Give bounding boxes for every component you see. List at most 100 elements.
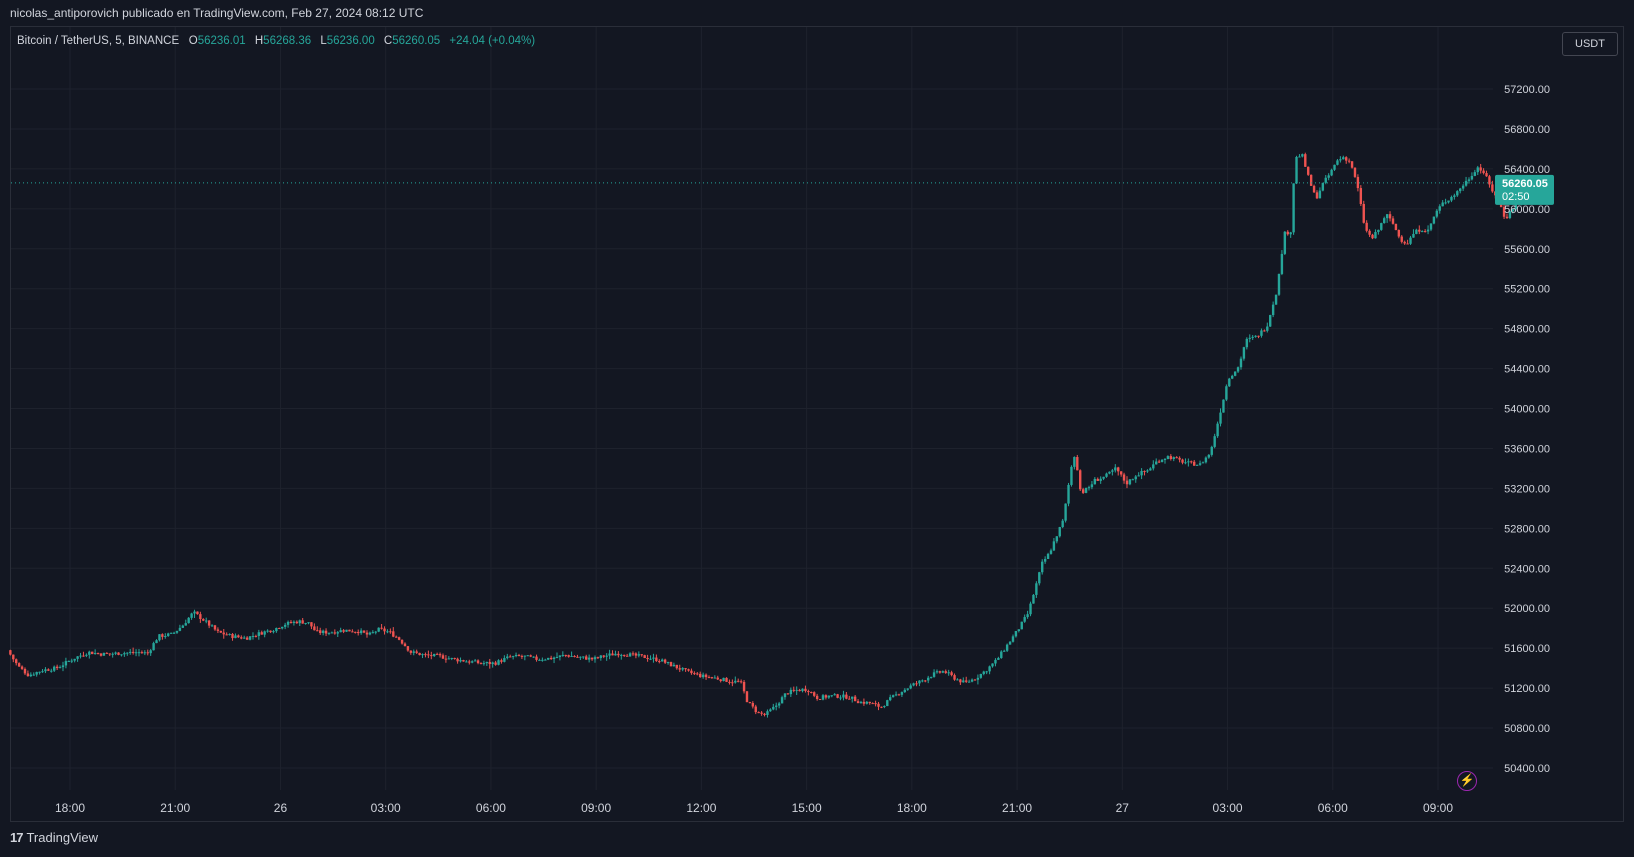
candle-body <box>348 629 351 632</box>
candle-body <box>1204 457 1208 463</box>
y-tick-label: 55600.00 <box>1504 244 1550 256</box>
candle-body <box>909 685 912 689</box>
candle-body <box>970 679 974 682</box>
candle-body <box>1125 480 1129 485</box>
candle-body <box>1193 461 1196 466</box>
candle-body <box>468 661 471 663</box>
candle-body <box>158 634 161 641</box>
candle-body <box>1421 231 1424 233</box>
candle-body <box>1365 222 1368 231</box>
candle-body <box>400 639 404 644</box>
candle-body <box>1178 457 1181 460</box>
candle-body <box>1187 461 1190 463</box>
candle-body <box>304 622 307 624</box>
candle-body <box>590 657 594 660</box>
y-tick-label: 53200.00 <box>1504 483 1550 495</box>
candle-body <box>1073 457 1076 467</box>
candle-body <box>585 656 588 660</box>
candle-body <box>789 689 793 695</box>
candle-body <box>1035 583 1038 595</box>
candle-body <box>763 713 766 715</box>
candle-body <box>865 701 869 704</box>
candle-body <box>1137 475 1140 477</box>
candle-body <box>567 655 570 657</box>
candle-body <box>61 665 65 668</box>
y-tick-label: 54800.00 <box>1504 324 1550 336</box>
candle-body <box>1315 192 1319 199</box>
candle-body <box>570 656 573 658</box>
candle-body <box>614 653 617 656</box>
candle-body <box>777 703 781 706</box>
candle-body <box>1266 326 1269 331</box>
candle-body <box>1301 154 1304 157</box>
candle-body <box>1228 378 1231 387</box>
lightning-icon[interactable]: ⚡ <box>1457 771 1477 791</box>
candle-body <box>257 632 261 636</box>
candle-body <box>775 705 778 707</box>
candle-body <box>617 653 620 656</box>
candle-body <box>1201 462 1205 464</box>
candle-body <box>725 677 728 682</box>
candle-body <box>547 657 550 660</box>
candle-body <box>1008 641 1012 645</box>
candle-body <box>44 669 47 672</box>
x-tick-label: 06:00 <box>1318 801 1348 815</box>
candle-body <box>862 701 866 704</box>
candle-body <box>172 632 176 634</box>
candle-body <box>96 653 100 655</box>
candle-body <box>938 671 942 673</box>
footer-brand[interactable]: 17 TradingView <box>10 830 98 845</box>
candle-body <box>883 706 886 708</box>
candle-body <box>707 677 711 679</box>
candle-body <box>620 654 623 656</box>
candle-body <box>435 653 439 655</box>
candle-body <box>967 681 971 683</box>
candle-body <box>289 621 293 623</box>
candle-body <box>82 655 85 657</box>
candle-body <box>602 655 605 657</box>
candle-body <box>900 692 904 695</box>
candle-body <box>918 680 921 684</box>
candle-body <box>856 701 860 704</box>
candle-body <box>921 680 924 682</box>
candle-body <box>1257 335 1260 337</box>
candle-body <box>1456 191 1459 196</box>
candle-body <box>169 632 173 634</box>
candle-body <box>1081 489 1085 493</box>
candle-body <box>444 658 448 660</box>
candle-body <box>1149 468 1152 471</box>
candle-body <box>1003 650 1006 652</box>
candle-body <box>962 680 965 683</box>
candle-body <box>389 631 392 633</box>
candle-body <box>1014 630 1018 637</box>
candle-body <box>1213 436 1216 447</box>
candle-body <box>1342 157 1345 160</box>
candle-body <box>368 632 372 635</box>
candle-body <box>903 689 907 693</box>
candle-body <box>1459 188 1462 192</box>
candle-body <box>111 653 114 655</box>
candle-body <box>1391 218 1395 224</box>
candle-body <box>769 709 772 712</box>
currency-button[interactable]: USDT <box>1562 32 1618 56</box>
candle-body <box>1061 520 1064 528</box>
candle-body <box>915 683 918 685</box>
candle-body <box>982 671 985 674</box>
candle-body <box>1482 170 1485 174</box>
candle-body <box>1046 553 1050 560</box>
chart-frame[interactable] <box>10 26 1624 822</box>
candle-body <box>1239 358 1243 368</box>
candle-body <box>167 633 170 636</box>
candle-body <box>319 630 322 633</box>
candle-body <box>845 694 848 699</box>
candle-body <box>50 670 53 672</box>
candle-body <box>1347 160 1351 162</box>
candle-body <box>210 625 214 627</box>
candle-body <box>272 631 275 633</box>
candle-body <box>511 656 515 658</box>
candle-body <box>266 630 269 632</box>
candle-body <box>216 629 220 631</box>
x-tick-label: 18:00 <box>897 801 927 815</box>
x-axis: 18:00 21:00 26 03:00 06:00 09:00 12:00 15:00 18:… <box>55 801 1453 815</box>
